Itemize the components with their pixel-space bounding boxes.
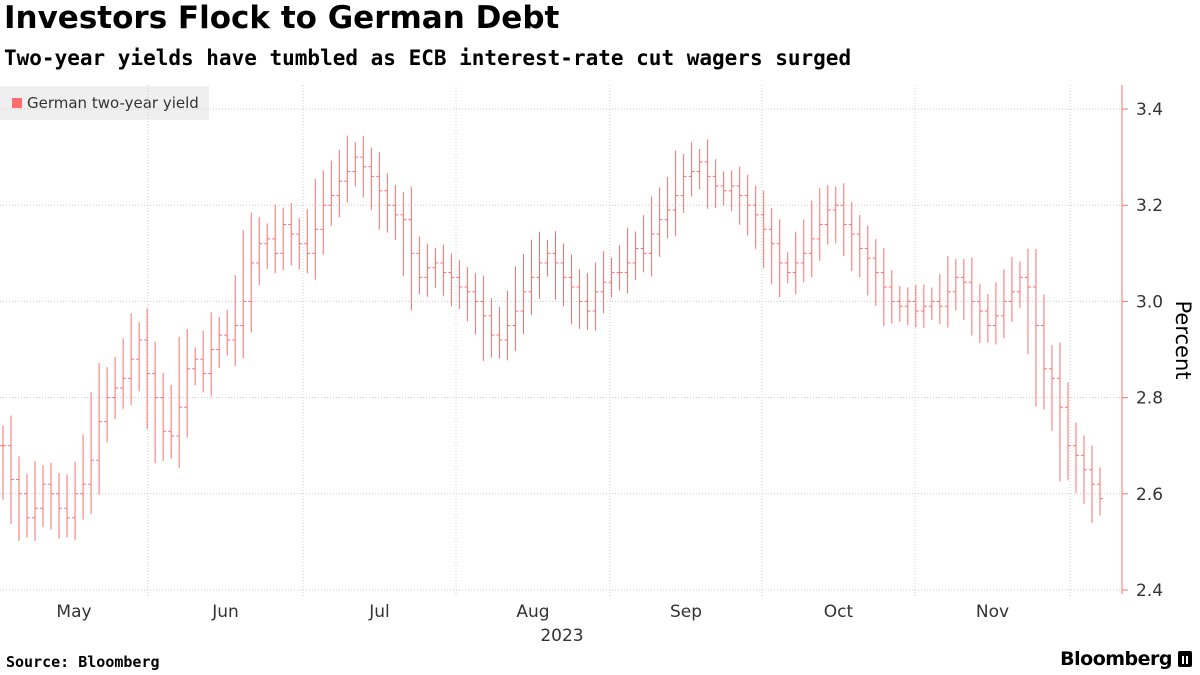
chart-subtitle: Two-year yields have tumbled as ECB inte… xyxy=(4,46,852,70)
bloomberg-wordmark: Bloomberg xyxy=(1060,648,1172,670)
y-tick-label: 2.6 xyxy=(1136,485,1163,505)
legend-swatch xyxy=(12,98,22,108)
x-tick-label: Nov xyxy=(976,602,1009,622)
bloomberg-icon xyxy=(1178,651,1192,667)
x-tick-label: Aug xyxy=(516,602,549,622)
y-tick-label: 2.4 xyxy=(1136,581,1163,601)
x-tick-label: May xyxy=(56,602,91,622)
y-tick-label: 3.2 xyxy=(1136,196,1163,216)
chart-title: Investors Flock to German Debt xyxy=(4,0,560,36)
y-axis-title: Percent xyxy=(1171,300,1195,379)
y-tick-label: 3.4 xyxy=(1136,100,1163,120)
y-tick-label: 2.8 xyxy=(1136,389,1163,409)
x-tick-label: Oct xyxy=(824,602,854,622)
x-year-label: 2023 xyxy=(540,626,583,646)
source-note: Source: Bloomberg xyxy=(6,653,160,671)
bloomberg-logo: Bloomberg xyxy=(1060,648,1192,670)
x-tick-label: Sep xyxy=(670,602,702,622)
x-tick-label: Jul xyxy=(368,602,390,622)
legend-label: German two-year yield xyxy=(27,94,199,112)
y-tick-label: 3.0 xyxy=(1136,292,1163,312)
legend: German two-year yield xyxy=(0,86,209,120)
x-tick-label: Jun xyxy=(211,602,239,622)
